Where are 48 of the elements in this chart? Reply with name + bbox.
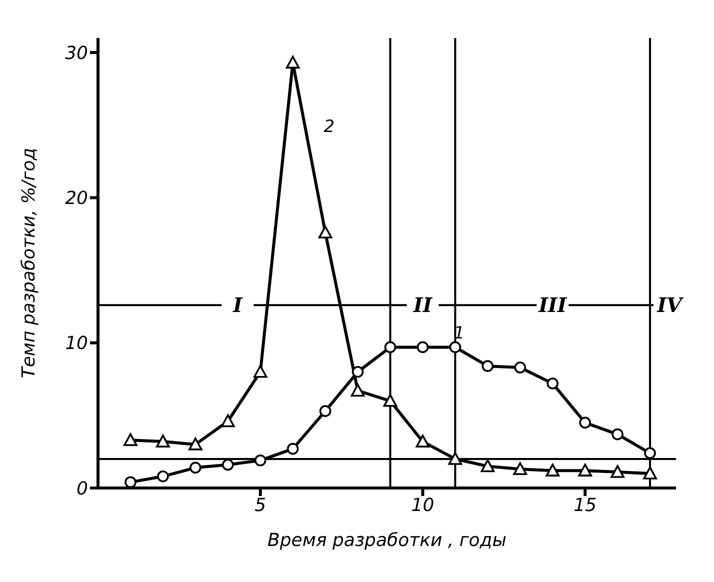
- point: [513, 462, 528, 476]
- x-tick-label: 15: [574, 494, 597, 516]
- point: [157, 470, 169, 482]
- point: [124, 476, 136, 488]
- point: [383, 394, 398, 407]
- annotation: I: [232, 293, 243, 318]
- x-axis-title: Время разработки , годы: [268, 530, 506, 551]
- point: [124, 433, 138, 446]
- point: [156, 434, 170, 448]
- point: [612, 428, 624, 440]
- y-axis-title: Темп разработки, %/год: [18, 148, 40, 378]
- point: [546, 464, 560, 476]
- point: [350, 384, 365, 397]
- point: [579, 416, 591, 429]
- point: [222, 458, 234, 471]
- point: [286, 442, 299, 455]
- point: [482, 360, 494, 372]
- point: [644, 447, 656, 460]
- point: [352, 366, 364, 378]
- series-label: 2: [324, 116, 335, 137]
- point: [319, 405, 332, 417]
- point: [286, 56, 300, 69]
- x-tick-label: 5: [254, 494, 266, 516]
- point: [578, 464, 592, 476]
- annotation: IV: [656, 293, 684, 318]
- point: [220, 414, 235, 428]
- point: [480, 459, 495, 472]
- y-tick-label: 30: [65, 42, 88, 64]
- y-tick-label: 10: [65, 333, 88, 354]
- point: [384, 341, 396, 354]
- point: [190, 462, 202, 474]
- point: [188, 438, 202, 450]
- point: [449, 341, 462, 354]
- point: [546, 378, 559, 390]
- annotation: II: [412, 293, 433, 318]
- point: [416, 341, 429, 354]
- point: [610, 465, 624, 478]
- x-tick-label: 10: [411, 494, 434, 516]
- point: [254, 454, 266, 466]
- point: [514, 362, 526, 374]
- y-tick-label: 20: [65, 188, 88, 210]
- point: [318, 226, 332, 238]
- annotation: III: [538, 293, 568, 318]
- y-tick-label: 0: [76, 478, 88, 500]
- point: [416, 434, 430, 448]
- point: [253, 364, 268, 378]
- point: [643, 466, 657, 480]
- point: [448, 452, 462, 465]
